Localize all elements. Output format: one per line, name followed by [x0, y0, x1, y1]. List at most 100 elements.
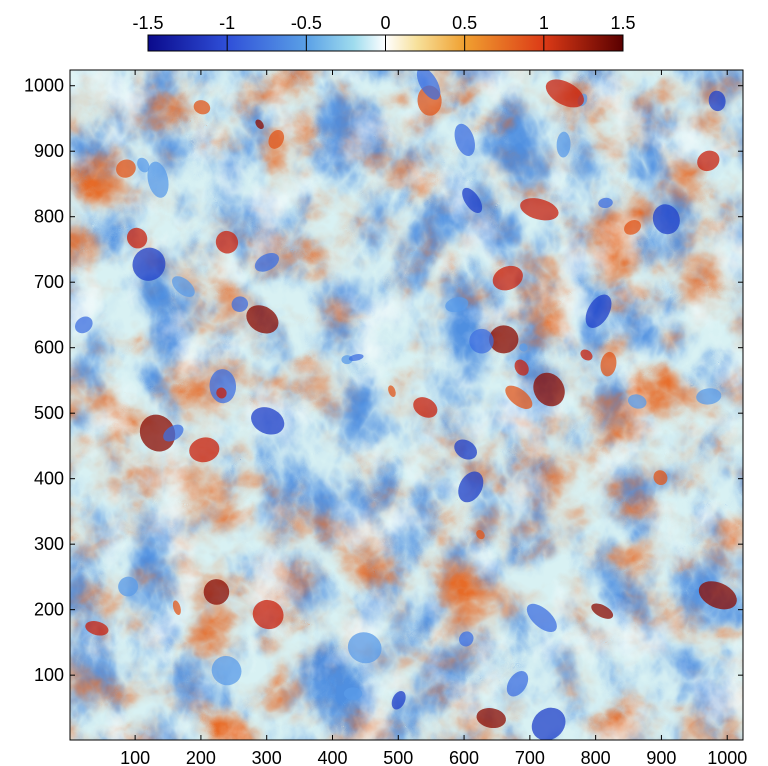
x-tick-label: 100 [120, 748, 150, 766]
vortex-core [585, 294, 612, 328]
y-tick-label: 600 [34, 338, 64, 358]
vortex-core [268, 129, 285, 149]
vortex-core [254, 253, 280, 272]
vortex-core [388, 385, 396, 397]
x-axis: 100 200 300 400 500 600 700 800 900 1000 [120, 70, 747, 766]
y-tick-label: 400 [34, 469, 64, 489]
y-tick-label: 700 [34, 272, 64, 292]
vortex-core [132, 247, 166, 281]
vortex-core [476, 530, 485, 540]
vortex-core [520, 198, 559, 221]
vortex-core [531, 707, 566, 740]
x-tick-label: 500 [383, 748, 413, 766]
y-tick-label: 200 [34, 600, 64, 620]
vortex-core [255, 119, 264, 130]
vortex-core [533, 372, 565, 407]
x-tick-label: 700 [515, 748, 545, 766]
vortex-core [652, 204, 680, 235]
vortex-core [139, 414, 176, 452]
vortex-core [252, 599, 284, 630]
vortex-core [698, 581, 737, 610]
colorbar-tick-label: 1 [539, 13, 549, 33]
vortex-core [454, 439, 478, 460]
vortex-core [251, 407, 285, 435]
vortex-core [413, 397, 438, 418]
vortex-core [624, 220, 641, 235]
y-tick-label: 500 [34, 403, 64, 423]
vortex-core [458, 471, 484, 503]
colorbar-tick-label: -1.5 [132, 13, 163, 33]
x-tick-label: 800 [581, 748, 611, 766]
y-tick-label: 100 [34, 665, 64, 685]
colorbar-tick-label: -1 [219, 13, 235, 33]
colorbar-tick-label: 1.5 [610, 13, 635, 33]
y-tick-label: 1000 [24, 76, 64, 96]
vortex-core [209, 369, 237, 404]
x-tick-label: 900 [646, 748, 676, 766]
vortex-core [653, 470, 668, 486]
vortex-core [211, 656, 242, 686]
y-tick-label: 900 [34, 141, 64, 161]
vortex-core [476, 707, 506, 729]
vortex-core [189, 437, 220, 463]
plot-frame [69, 69, 744, 741]
vortex-core [118, 576, 139, 597]
vortex-core [216, 387, 227, 399]
vortex-core [215, 230, 239, 254]
x-tick-label: 600 [449, 748, 479, 766]
vortex-core [348, 354, 364, 362]
vortex-core [172, 600, 181, 616]
vortex-core [391, 690, 406, 710]
x-tick-label: 400 [317, 748, 347, 766]
vortex-core [489, 325, 519, 354]
colorbar: -1.5 -1 -0.5 0 0.5 1 1.5 [132, 13, 636, 52]
vortex-core [697, 150, 720, 172]
vortex-cores [75, 70, 737, 740]
plot-area [70, 70, 743, 740]
y-tick-label: 800 [34, 207, 64, 227]
vortex-core [416, 70, 441, 100]
vortex-core [708, 90, 726, 112]
x-tick-label: 200 [186, 748, 216, 766]
vortex-core [514, 359, 529, 376]
vortex-core [469, 328, 494, 354]
vortex-core [580, 349, 593, 361]
vortex-core [75, 316, 93, 334]
y-axis: 100 200 300 400 500 600 700 800 900 1000 [24, 76, 743, 685]
colorbar-tick-label: 0 [380, 13, 390, 33]
vortex-core [347, 632, 382, 664]
vortex-core [147, 161, 169, 198]
vortex-core [556, 131, 571, 158]
vortex-core [231, 296, 249, 312]
vortex-core [246, 305, 279, 334]
vortex-core [459, 631, 474, 647]
vortex-core [116, 159, 136, 178]
vortex-core [445, 297, 469, 313]
vortex-core [696, 388, 722, 405]
x-tick-label: 300 [252, 748, 282, 766]
vortex-core [163, 424, 184, 442]
vortex-core [126, 227, 148, 249]
colorbar-tick-label: -0.5 [291, 13, 322, 33]
vortex-core [591, 603, 614, 619]
vortex-core [171, 276, 195, 298]
vortex-core [462, 187, 483, 214]
vortex-core [506, 671, 529, 697]
vortex-core [526, 603, 557, 633]
vortex-core [505, 385, 533, 409]
vortex-core [627, 394, 647, 409]
vortex-core [193, 100, 211, 115]
vortex-core [492, 265, 523, 291]
vortex-core [137, 157, 150, 173]
vortex-core [519, 343, 528, 352]
vortex-core [343, 687, 363, 700]
vortex-core [545, 79, 584, 108]
vortex-core [600, 351, 617, 377]
vortex-core [203, 579, 230, 605]
vortex-core [454, 123, 475, 157]
colorbar-ticks: -1.5 -1 -0.5 0 0.5 1 1.5 [132, 13, 636, 51]
vortex-core [598, 197, 613, 209]
colorbar-tick-label: 0.5 [452, 13, 477, 33]
x-tick-label: 1000 [707, 748, 747, 766]
